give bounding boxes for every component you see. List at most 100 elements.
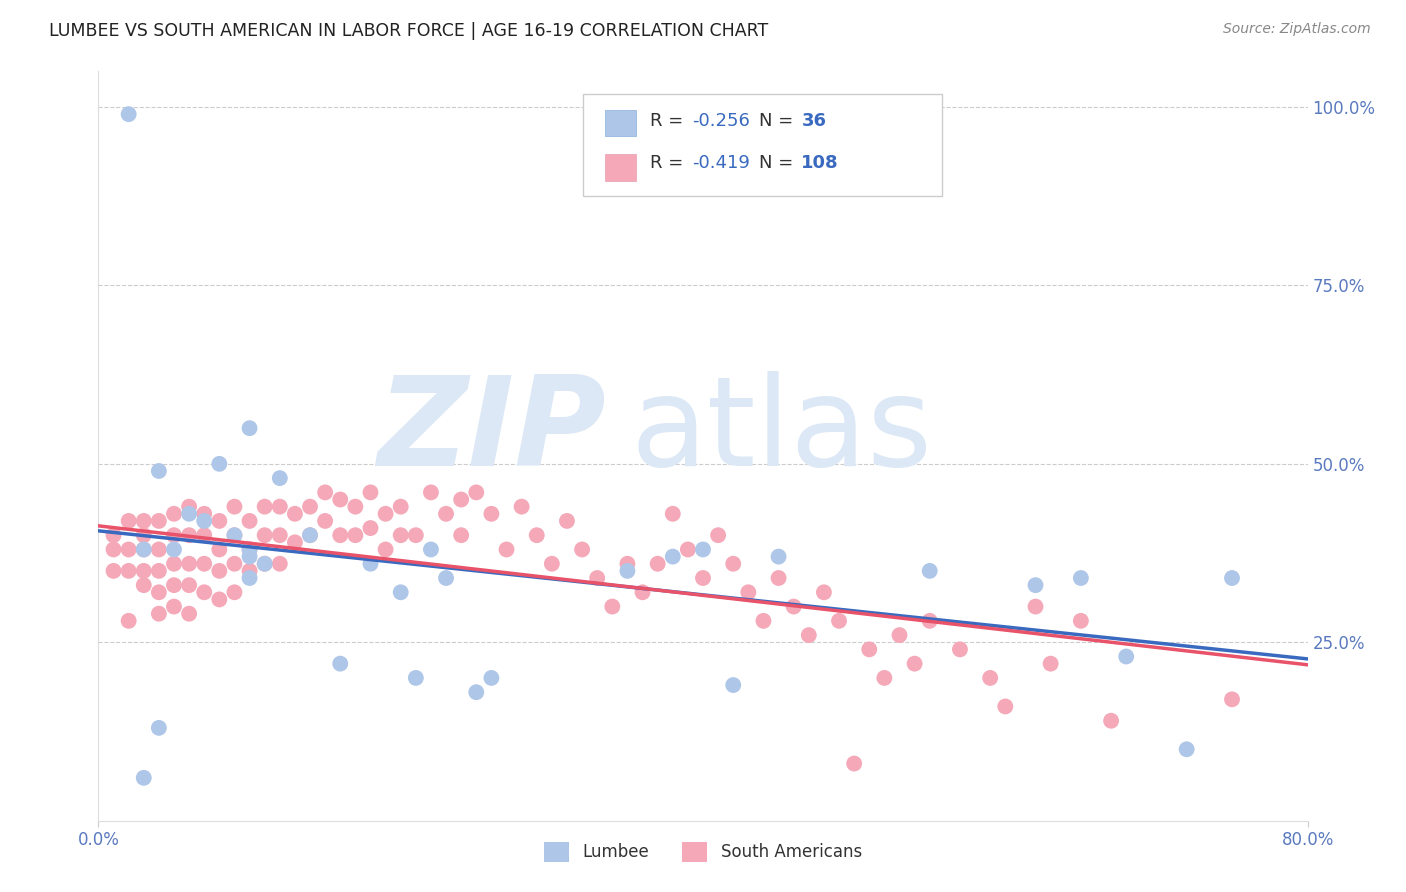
Point: [752, 614, 775, 628]
Point: [118, 514, 141, 528]
Point: [269, 557, 291, 571]
Point: [586, 571, 609, 585]
Point: [253, 557, 276, 571]
Point: [239, 421, 262, 435]
Text: R =: R =: [650, 112, 689, 129]
Text: -0.256: -0.256: [692, 112, 749, 129]
Point: [193, 585, 215, 599]
Point: [148, 464, 170, 478]
Point: [723, 678, 745, 692]
Point: [1070, 614, 1092, 628]
Point: [540, 557, 562, 571]
Point: [208, 457, 231, 471]
Point: [526, 528, 548, 542]
Point: [208, 514, 231, 528]
Point: [163, 507, 186, 521]
Point: [193, 528, 215, 542]
Point: [420, 542, 443, 557]
Point: [299, 528, 322, 542]
Point: [224, 528, 246, 542]
Point: [405, 528, 427, 542]
Point: [179, 557, 201, 571]
Point: [208, 542, 231, 557]
Point: [314, 485, 336, 500]
Point: [118, 107, 141, 121]
Point: [420, 485, 443, 500]
Point: [979, 671, 1001, 685]
Point: [647, 557, 669, 571]
Point: [103, 564, 125, 578]
Point: [269, 471, 291, 485]
Point: [118, 564, 141, 578]
Point: [193, 557, 215, 571]
Point: [239, 571, 262, 585]
Point: [193, 514, 215, 528]
Text: N =: N =: [759, 154, 799, 172]
Point: [163, 578, 186, 592]
Point: [329, 492, 352, 507]
Point: [132, 578, 155, 592]
Point: [707, 528, 730, 542]
Point: [389, 585, 412, 599]
Point: [269, 528, 291, 542]
Point: [360, 557, 382, 571]
Point: [918, 614, 941, 628]
Point: [329, 528, 352, 542]
Point: [224, 500, 246, 514]
Text: R =: R =: [650, 154, 689, 172]
Point: [873, 671, 896, 685]
Text: ZIP: ZIP: [378, 370, 606, 491]
Point: [239, 542, 262, 557]
Point: [918, 564, 941, 578]
Point: [269, 500, 291, 514]
Point: [179, 528, 201, 542]
Point: [844, 756, 866, 771]
Point: [148, 564, 170, 578]
Point: [314, 514, 336, 528]
Point: [179, 507, 201, 521]
Point: [148, 585, 170, 599]
Text: 36: 36: [801, 112, 827, 129]
Text: -0.419: -0.419: [692, 154, 749, 172]
Point: [450, 528, 472, 542]
Point: [253, 500, 276, 514]
Text: Source: ZipAtlas.com: Source: ZipAtlas.com: [1223, 22, 1371, 37]
Point: [208, 592, 231, 607]
Point: [737, 585, 759, 599]
Point: [389, 528, 412, 542]
Point: [132, 514, 155, 528]
Point: [723, 557, 745, 571]
Point: [374, 542, 396, 557]
Point: [692, 571, 714, 585]
Point: [179, 500, 201, 514]
Point: [284, 535, 307, 549]
Point: [253, 557, 276, 571]
Point: [118, 614, 141, 628]
Point: [163, 557, 186, 571]
Point: [360, 521, 382, 535]
Point: [465, 485, 488, 500]
Point: [239, 564, 262, 578]
Point: [224, 585, 246, 599]
Point: [481, 507, 503, 521]
Point: [616, 557, 638, 571]
Point: [692, 542, 714, 557]
Point: [602, 599, 624, 614]
Point: [1175, 742, 1198, 756]
Point: [481, 671, 503, 685]
Point: [1070, 571, 1092, 585]
Point: [434, 571, 457, 585]
Point: [661, 549, 683, 564]
Point: [1115, 649, 1137, 664]
Point: [616, 564, 638, 578]
Point: [344, 528, 367, 542]
Point: [179, 578, 201, 592]
Point: [510, 500, 533, 514]
Point: [329, 657, 352, 671]
Point: [148, 514, 170, 528]
Point: [904, 657, 927, 671]
Point: [1099, 714, 1122, 728]
Point: [768, 571, 790, 585]
Point: [1220, 571, 1243, 585]
Point: [495, 542, 517, 557]
